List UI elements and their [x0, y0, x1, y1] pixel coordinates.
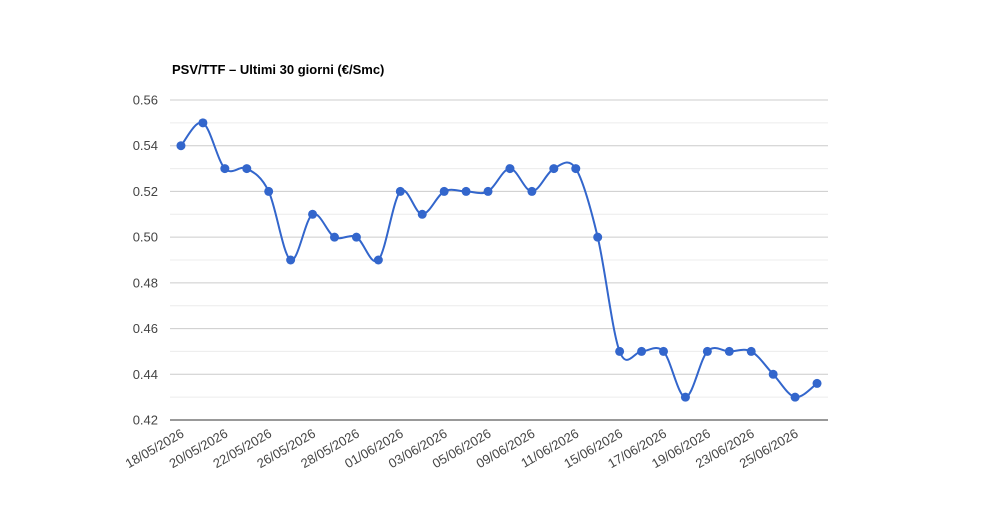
point	[330, 232, 339, 242]
point	[680, 392, 690, 402]
point	[373, 255, 383, 265]
point	[790, 392, 800, 402]
chart-title: PSV/TTF – Ultimi 30 giorni (€/Smc)	[172, 62, 384, 77]
point	[395, 186, 405, 196]
y-tick-label: 0.46	[133, 321, 158, 336]
point	[417, 209, 427, 219]
point	[461, 186, 471, 196]
point	[527, 186, 537, 196]
y-tick-label: 0.54	[133, 138, 158, 153]
point	[724, 346, 734, 356]
y-tick-label: 0.44	[133, 367, 158, 382]
point	[549, 164, 559, 174]
point	[176, 141, 186, 151]
point	[242, 164, 252, 174]
point	[746, 346, 756, 356]
point	[505, 164, 515, 174]
point	[637, 346, 647, 356]
point	[702, 346, 712, 356]
point	[198, 118, 208, 128]
point	[768, 369, 778, 379]
point	[812, 378, 822, 388]
point	[571, 164, 581, 174]
point	[593, 232, 603, 242]
y-tick-label: 0.52	[133, 184, 158, 199]
y-tick-label: 0.56	[133, 93, 158, 108]
point	[220, 164, 230, 174]
y-tick-label: 0.42	[133, 413, 158, 428]
y-tick-label: 0.48	[133, 275, 158, 290]
point	[264, 186, 274, 196]
point	[483, 186, 493, 196]
point	[439, 186, 449, 196]
y-tick-label: 0.50	[133, 230, 158, 245]
point	[351, 232, 361, 242]
point	[308, 209, 318, 219]
point	[659, 346, 668, 356]
point	[286, 255, 296, 265]
point	[615, 346, 625, 356]
